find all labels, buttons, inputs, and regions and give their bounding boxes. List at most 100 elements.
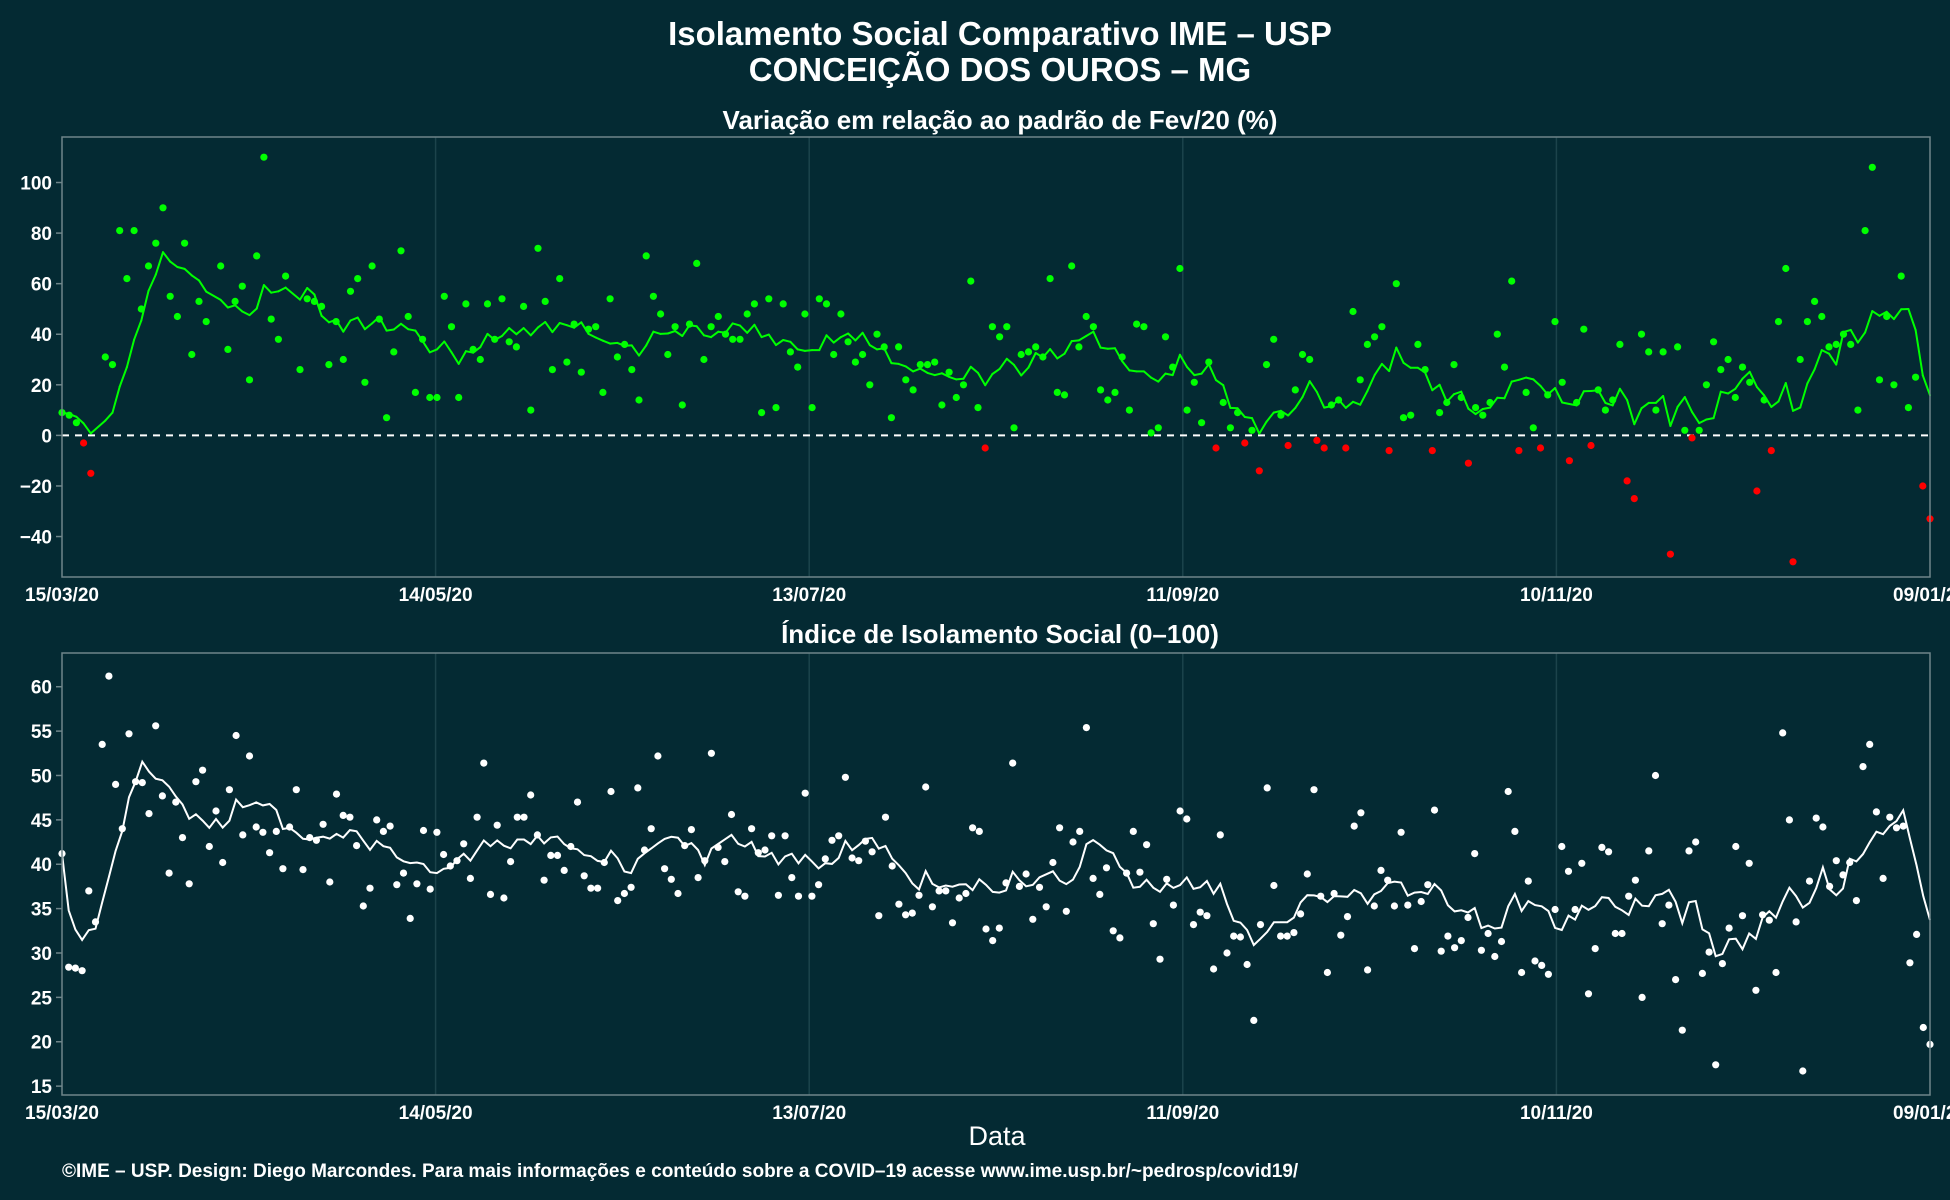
y-tick-label: 20 [31,1033,52,1054]
trend-line-segment [501,327,511,337]
data-point [1645,348,1653,356]
trend-line-segment [1178,353,1189,369]
data-point [1068,262,1076,270]
data-point [1053,388,1061,396]
x-tick-label: 11/09/20 [1146,585,1219,606]
data-point [72,419,80,427]
data-point [1618,929,1626,938]
trend-line-segment [277,286,287,293]
data-point [1899,822,1907,830]
data-point [446,862,454,870]
trend-line-segment [190,274,200,282]
y-tick-label: 80 [31,224,52,245]
data-point [466,874,474,883]
data-point [1147,429,1155,437]
data-point [65,411,73,419]
data-point [1515,447,1523,455]
trend-line-segment [969,365,979,374]
trend-line-segment [392,322,402,331]
data-point [1226,424,1234,432]
data-point [989,937,997,945]
trend-line-segment [1669,405,1679,427]
trend-line-segment [1626,399,1636,426]
data-point [1097,386,1105,394]
trend-line-segment [984,373,994,387]
data-point [1819,823,1827,831]
data-point [172,798,180,806]
trend-line-segment [1705,417,1715,421]
trend-line-segment [356,316,366,331]
data-point [967,277,975,285]
data-point [1143,841,1151,849]
data-point [1623,477,1631,485]
data-point [1861,227,1869,235]
data-point [178,834,187,842]
data-point [71,964,79,972]
data-point [895,900,903,908]
data-point [866,381,874,389]
x-tick-label: 09/01/21 [1893,585,1950,606]
data-point [1357,809,1365,817]
trend-line-segment [299,287,309,301]
data-point [1169,363,1177,371]
data-point [373,816,381,824]
trend-line-segment [1222,384,1232,409]
data-point [1256,921,1265,929]
bottom-panel-title: Índice de Isolamento Social (0–100) [781,619,1219,649]
trend-line-segment [1431,383,1441,392]
data-point [1243,960,1251,969]
data-point [1508,277,1516,285]
y-tick-label: 100 [20,174,52,195]
data-point [137,305,145,313]
data-point [527,791,535,799]
trend-line-segment [897,362,907,368]
data-point [1002,879,1010,887]
trend-line-segment [104,411,114,422]
y-tick-label: −40 [20,528,52,549]
trend-line-segment [363,322,374,331]
data-point [1457,393,1465,402]
trend-line-segment [666,330,677,335]
data-point [743,310,751,318]
data-point [1417,897,1425,906]
data-point [224,345,232,353]
data-point [1277,932,1285,940]
trend-line-segment [125,338,136,369]
data-point [1825,343,1833,351]
data-point [647,825,655,833]
data-point [975,827,983,836]
trend-line-segment [1481,406,1491,410]
data-point [1544,391,1552,399]
data-point [1752,986,1760,994]
trend-line-segment [904,365,915,373]
data-point [1183,406,1191,414]
trend-line-segment [775,339,785,347]
data-point [855,857,863,865]
trend-line-segment [1907,308,1917,331]
trend-line-segment [1005,357,1015,366]
data-point [1104,396,1112,404]
data-point [1216,831,1224,839]
trend-line-segment [1287,406,1297,417]
data-point [851,358,860,366]
trend-line-segment [1654,395,1665,404]
x-tick-label: 15/03/20 [25,585,99,606]
data-point [332,318,340,326]
data-point [621,340,629,348]
data-point [721,858,729,866]
trend-line-segment [861,331,871,347]
data-point [1062,907,1070,915]
data-point [1234,409,1242,417]
trend-line-segment [1741,370,1751,380]
data-point [1464,459,1472,467]
x-tick-label: 10/11/20 [1520,585,1593,606]
trend-line-segment [1020,366,1030,377]
data-point [1652,406,1660,414]
data-point [868,848,876,856]
data-point [1223,949,1231,957]
data-point [144,262,153,270]
data-point [469,345,477,353]
data-point [1625,892,1633,900]
trend-line-segment [1272,409,1282,414]
trend-line-segment [630,344,640,357]
